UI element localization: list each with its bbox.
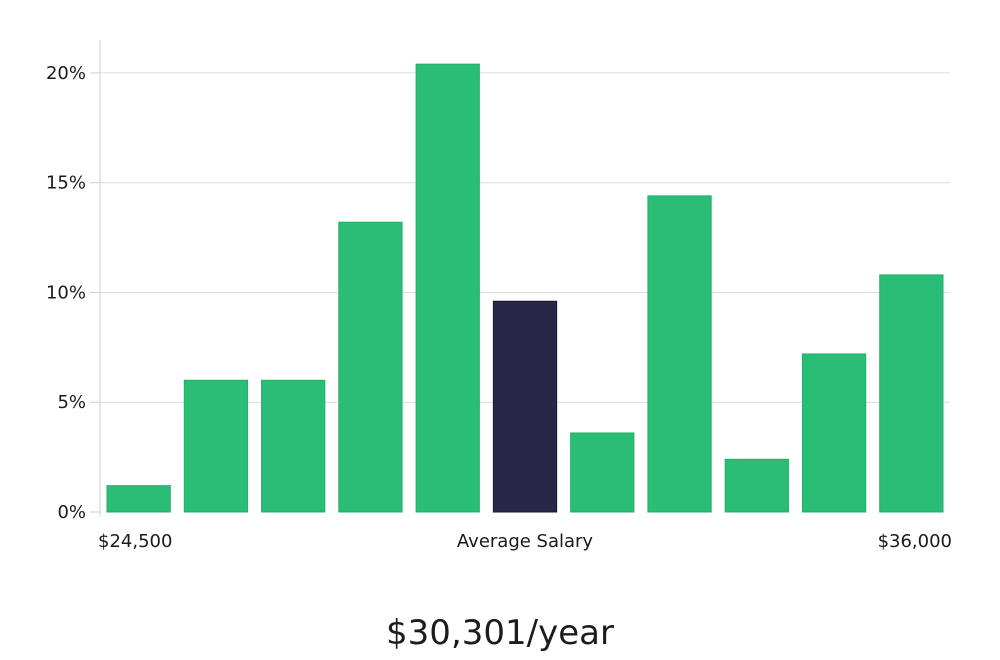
histogram-bar — [415, 63, 480, 513]
y-tick-label: 0% — [57, 502, 86, 523]
x-label-max: $36,000 — [878, 531, 952, 552]
x-label-min: $24,500 — [98, 531, 172, 552]
average-salary-bar — [492, 300, 558, 513]
histogram-bar — [106, 485, 171, 513]
average-salary-value: $30,301/year — [386, 613, 614, 653]
histogram-bar — [879, 274, 944, 513]
x-label-average: Average Salary — [457, 531, 594, 552]
y-tick-label: 5% — [57, 392, 86, 413]
histogram-bar — [261, 379, 326, 513]
histogram-bar — [647, 195, 712, 513]
histogram-bar — [570, 432, 635, 513]
histogram-bar — [338, 221, 403, 513]
bar-layer — [106, 63, 944, 513]
histogram-bar — [183, 379, 249, 513]
y-axis-ticks: 0% 5% 10% 15% 20% — [46, 63, 100, 523]
y-tick-label: 10% — [46, 282, 86, 303]
y-tick-label: 20% — [46, 63, 86, 84]
histogram-bar — [724, 458, 789, 513]
salary-histogram: 0% 5% 10% 15% 20% $24,500 Average Salary $36… — [46, 40, 952, 552]
y-tick-label: 15% — [46, 173, 86, 194]
histogram-bar — [801, 353, 867, 513]
